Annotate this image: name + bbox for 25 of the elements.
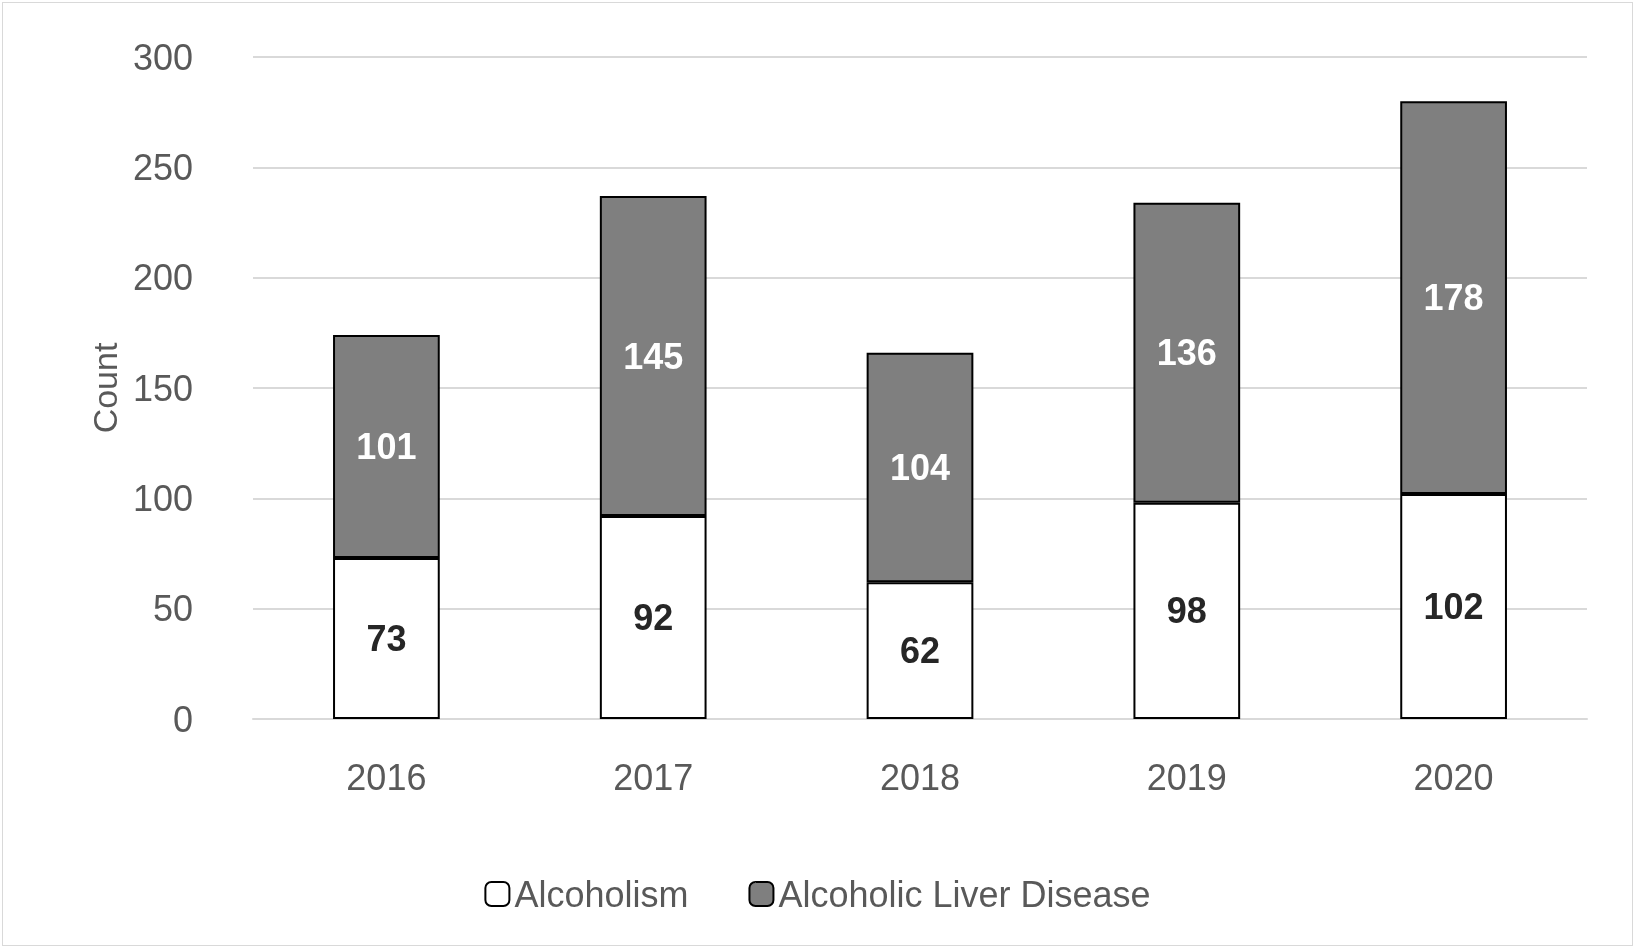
data-label: 104 bbox=[889, 446, 951, 488]
x-tick-label: 2016 bbox=[346, 756, 427, 798]
data-label: 62 bbox=[899, 630, 941, 672]
data-label: 178 bbox=[1423, 277, 1484, 319]
data-label: 102 bbox=[1423, 585, 1484, 627]
data-label: 136 bbox=[1156, 332, 1217, 374]
y-tick-label: 100 bbox=[132, 477, 193, 519]
x-tick-label: 2018 bbox=[879, 756, 961, 798]
y-axis-title: Count bbox=[86, 342, 125, 434]
y-tick-label: 200 bbox=[132, 257, 193, 299]
x-tick-label: 2017 bbox=[613, 756, 694, 798]
legend-label: Alcoholism bbox=[514, 873, 689, 915]
data-label: 92 bbox=[633, 596, 674, 638]
y-tick-label: 0 bbox=[172, 698, 193, 740]
x-tick-label: 2020 bbox=[1413, 756, 1494, 798]
data-label: 145 bbox=[623, 335, 684, 377]
y-tick-label: 50 bbox=[152, 588, 193, 630]
data-label: 98 bbox=[1166, 590, 1207, 632]
y-tick-label: 250 bbox=[132, 146, 193, 188]
x-tick-label: 2019 bbox=[1146, 756, 1227, 798]
data-label: 101 bbox=[356, 425, 417, 467]
y-tick-label: 300 bbox=[132, 36, 193, 78]
legend-label: Alcoholic Liver Disease bbox=[778, 873, 1151, 915]
data-label: 73 bbox=[366, 617, 407, 659]
y-tick-label: 150 bbox=[132, 367, 193, 409]
